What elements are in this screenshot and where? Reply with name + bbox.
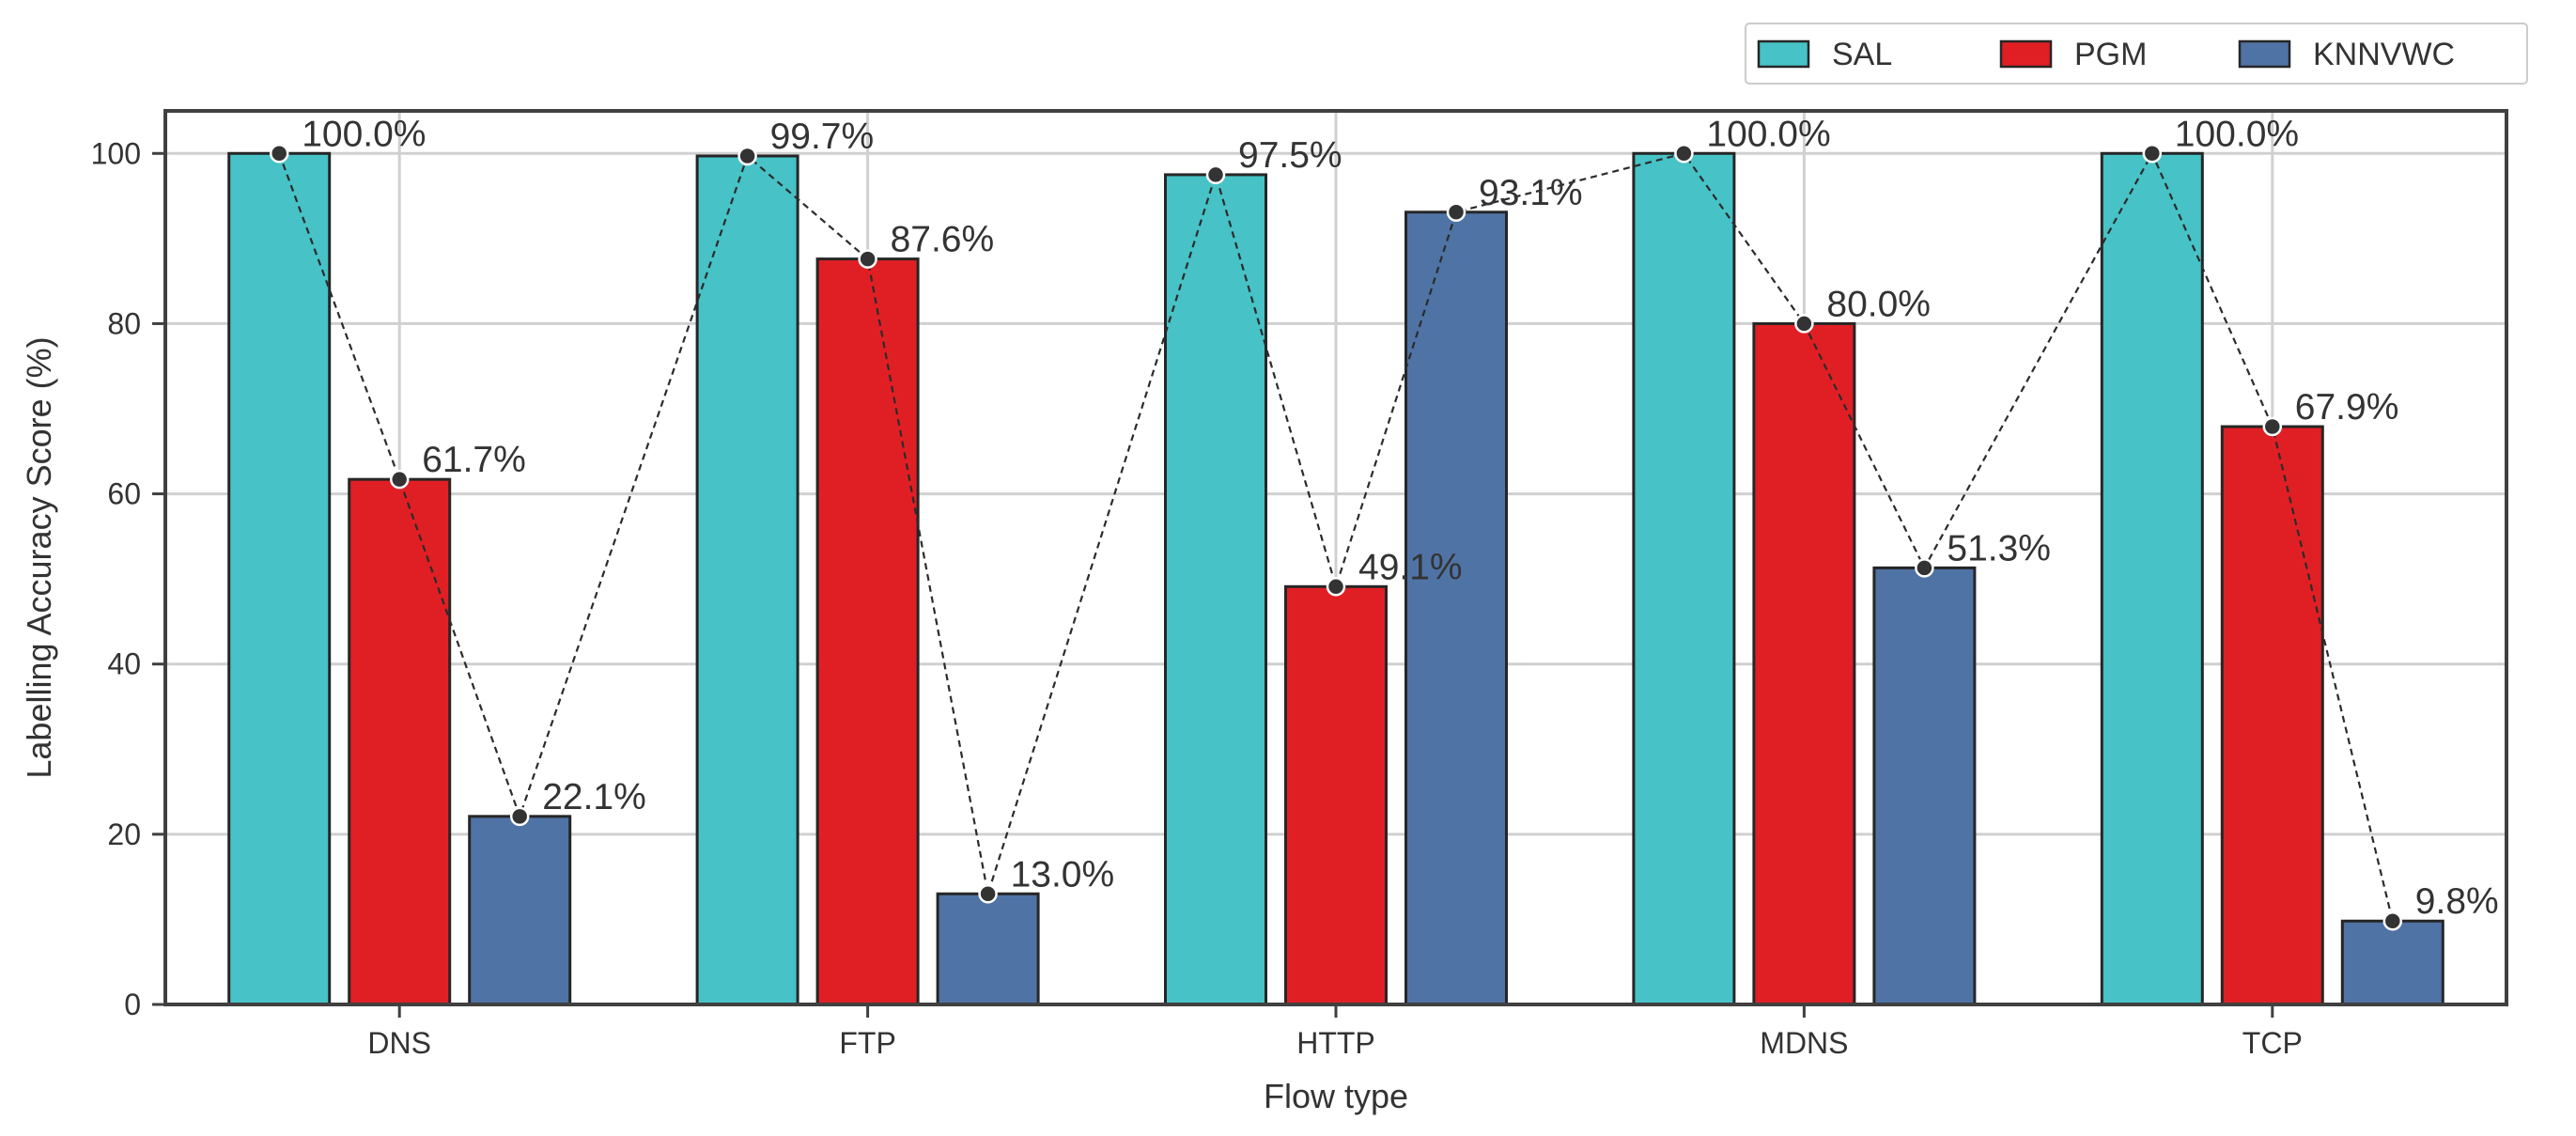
- bar-sal-http: [1164, 173, 1267, 1006]
- bar-sal-mdns: [1632, 151, 1736, 1006]
- data-label-sal-http: 97.5%: [1238, 135, 1342, 176]
- y-tick-label: 100: [91, 136, 141, 170]
- data-label-pgm-dns: 61.7%: [422, 440, 526, 480]
- data-label-pgm-ftp: 87.6%: [891, 220, 995, 260]
- data-label-sal-mdns: 100.0%: [1706, 114, 1830, 154]
- bar-pgm-tcp: [2220, 425, 2324, 1006]
- point-marker-sal-tcp: [2142, 144, 2163, 163]
- y-axis-title: Labelling Accuracy Score (%): [20, 336, 58, 778]
- legend-swatch-pgm: [1999, 39, 2053, 69]
- x-tick-label: MDNS: [1760, 1026, 1848, 1060]
- data-label-sal-dns: 100.0%: [302, 114, 426, 154]
- bars: [227, 151, 2444, 1006]
- x-tick-label: TCP: [2242, 1026, 2303, 1060]
- legend: SAL PGM KNNVWC: [1745, 23, 2528, 85]
- data-labels: 100.0% 61.7% 22.1% 99.7% 87.6% 13.0% 97.5% 49.1…: [302, 114, 2499, 922]
- legend-swatch-knnvwc: [2238, 39, 2291, 69]
- data-label-knnvwc-tcp: 9.8%: [2415, 881, 2499, 922]
- axes: 0 20 40 60 80 100 DNS FTP HTTP MDNS TCP: [91, 136, 2303, 1060]
- data-label-sal-ftp: 99.7%: [770, 117, 875, 157]
- point-marker-pgm-http: [1326, 577, 1346, 597]
- bar-knnvwc-ftp: [936, 892, 1040, 1006]
- y-tick-label: 40: [107, 647, 141, 681]
- x-tick-label: HTTP: [1296, 1026, 1375, 1060]
- bar-pgm-mdns: [1752, 321, 1856, 1006]
- y-tick-label: 0: [124, 988, 141, 1021]
- bar-knnvwc-dns: [468, 815, 572, 1006]
- data-label-knnvwc-http: 93.1%: [1479, 173, 1583, 213]
- data-label-sal-tcp: 100.0%: [2175, 114, 2299, 154]
- point-marker-pgm-tcp: [2262, 416, 2283, 437]
- point-marker-sal-mdns: [1674, 144, 1694, 163]
- connecting-polyline: [278, 150, 2394, 922]
- x-tick-label: DNS: [367, 1026, 431, 1060]
- point-marker-knnvwc-tcp: [2382, 910, 2403, 931]
- point-marker-sal-dns: [269, 144, 289, 163]
- x-tick-label: FTP: [839, 1026, 895, 1060]
- legend-label-pgm: PGM: [2074, 37, 2147, 72]
- bar-sal-dns: [227, 151, 332, 1006]
- data-label-knnvwc-dns: 22.1%: [542, 777, 646, 817]
- point-marker-knnvwc-mdns: [1915, 558, 1934, 578]
- legend-swatch-sal: [1757, 39, 1810, 69]
- x-axis-title: Flow type: [1264, 1077, 1408, 1115]
- data-label-pgm-mdns: 80.0%: [1826, 284, 1931, 324]
- point-marker-pgm-mdns: [1794, 314, 1814, 334]
- data-label-knnvwc-mdns: 51.3%: [1947, 528, 2051, 568]
- bar-knnvwc-mdns: [1872, 566, 1977, 1006]
- legend-label-knnvwc: KNNVWC: [2313, 37, 2455, 72]
- y-tick-label: 20: [107, 817, 141, 851]
- bar-pgm-http: [1284, 584, 1388, 1006]
- legend-label-sal: SAL: [1832, 37, 1892, 72]
- bar-pgm-dns: [348, 477, 452, 1006]
- point-marker-pgm-ftp: [858, 249, 877, 269]
- connecting-line: [269, 144, 2403, 931]
- bar-pgm-ftp: [815, 257, 920, 1006]
- point-marker-knnvwc-dns: [509, 806, 530, 827]
- legend-box: [1745, 23, 2528, 85]
- bar-sal-ftp: [695, 154, 799, 1006]
- point-marker-knnvwc-ftp: [978, 884, 998, 904]
- bar-knnvwc-tcp: [2340, 919, 2444, 1006]
- y-tick-label: 60: [107, 477, 141, 511]
- bar-sal-tcp: [2100, 151, 2204, 1006]
- point-marker-sal-http: [1205, 164, 1226, 185]
- point-marker-knnvwc-http: [1446, 202, 1466, 223]
- data-label-pgm-tcp: 67.9%: [2295, 387, 2399, 428]
- data-label-knnvwc-ftp: 13.0%: [1011, 854, 1115, 895]
- point-marker-sal-ftp: [737, 146, 757, 166]
- y-tick-label: 80: [107, 306, 141, 340]
- bar-knnvwc-http: [1404, 210, 1508, 1006]
- point-marker-pgm-dns: [389, 469, 410, 490]
- data-label-pgm-http: 49.1%: [1358, 547, 1463, 587]
